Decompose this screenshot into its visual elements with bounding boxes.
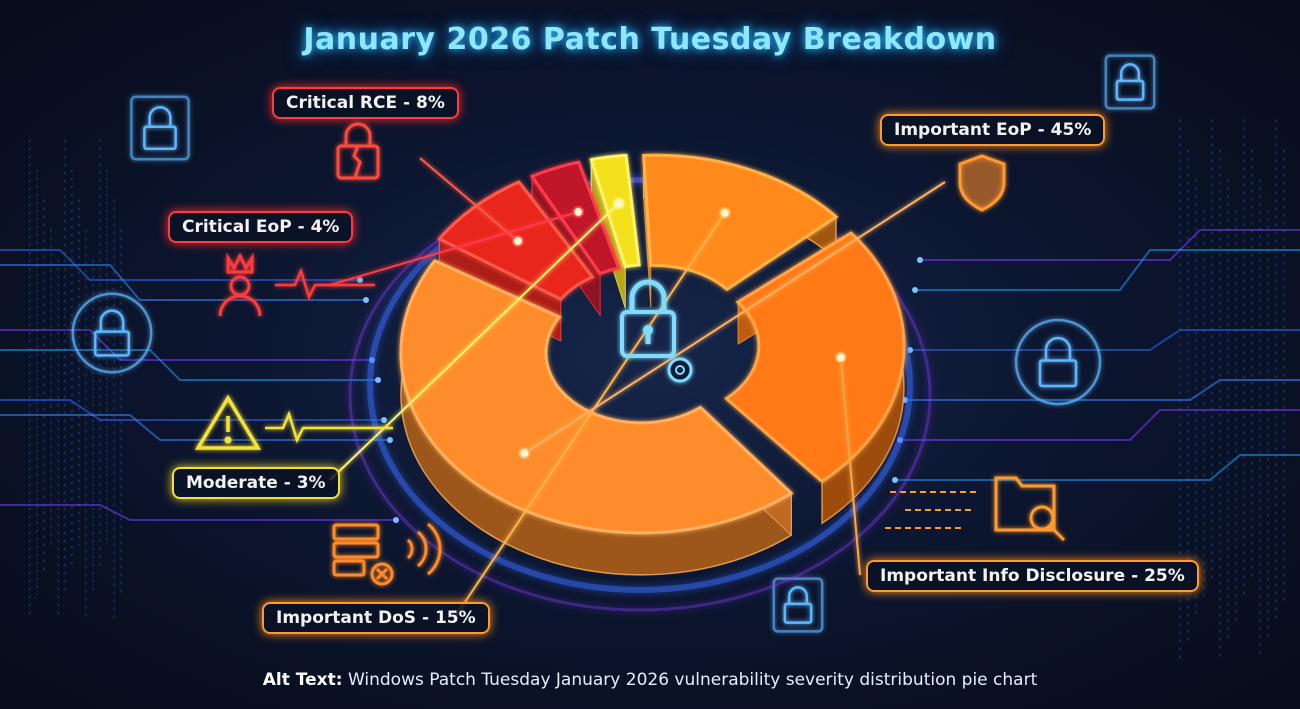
alt-text-caption: Alt Text: Windows Patch Tuesday January … xyxy=(0,670,1300,690)
circuit-node xyxy=(357,277,363,283)
crowned-user-icon xyxy=(218,252,262,317)
leader-dot-critical-rce xyxy=(511,235,524,248)
leader-line-moderate xyxy=(329,202,620,481)
alt-text-prefix: Alt Text: xyxy=(262,670,343,690)
leader-line-important-dos xyxy=(454,212,726,618)
circuit-trace xyxy=(894,454,1300,481)
circuit-trace xyxy=(0,329,373,361)
slice-important-eop xyxy=(399,258,794,535)
circuit-trace xyxy=(0,504,397,521)
leader-dot-important-info-disclosure xyxy=(834,351,847,364)
lock-icon xyxy=(1014,318,1102,406)
lock-gear-icon xyxy=(620,279,693,383)
warning-triangle-icon xyxy=(194,394,262,450)
label-critical-eop: Critical EoP - 4% xyxy=(168,211,354,243)
pulse-line xyxy=(265,410,393,444)
circuit-node xyxy=(387,437,393,443)
circuit-trace xyxy=(914,249,1300,291)
leader-dot-important-eop xyxy=(518,447,531,460)
chart-title: January 2026 Patch Tuesday Breakdown xyxy=(303,22,997,57)
lock-icon xyxy=(71,292,153,374)
base-ring-purple xyxy=(348,178,932,612)
leader-dot-critical-eop xyxy=(572,205,585,218)
label-critical-rce: Critical RCE - 8% xyxy=(272,87,459,119)
lock-icon xyxy=(130,95,190,161)
pulse-line xyxy=(275,267,375,301)
circuit-trace xyxy=(909,329,1300,351)
circuit-trace xyxy=(0,414,391,441)
circuit-trace xyxy=(904,379,1300,401)
leader-line-critical-rce xyxy=(419,157,519,242)
circuit-node xyxy=(393,517,399,523)
label-important-info-disclosure: Important Info Disclosure - 25% xyxy=(866,560,1199,592)
lock-icon xyxy=(1104,54,1156,110)
circuit-trace xyxy=(0,349,379,381)
label-important-eop: Important EoP - 45% xyxy=(880,114,1106,146)
shield-icon xyxy=(958,154,1006,212)
circuit-trace xyxy=(899,409,1300,441)
folder-search-icon xyxy=(994,476,1066,542)
leader-line-important-eop xyxy=(523,181,946,455)
label-important-dos: Important DoS - 15% xyxy=(262,602,490,634)
alt-text-body: Windows Patch Tuesday January 2026 vulne… xyxy=(347,670,1038,690)
leader-line-important-info-disclosure xyxy=(839,357,861,576)
broken-lock-icon xyxy=(336,122,380,180)
label-moderate: Moderate - 3% xyxy=(172,467,340,499)
lock-icon xyxy=(772,577,824,633)
slice-moderate xyxy=(589,153,641,269)
circuit-node xyxy=(381,417,387,423)
leader-line-critical-eop xyxy=(329,210,579,286)
circuit-node xyxy=(912,287,918,293)
circuit-node xyxy=(892,477,898,483)
server-error-icon xyxy=(332,522,442,586)
circuit-trace xyxy=(919,229,1300,261)
leader-dot-important-dos xyxy=(718,206,731,219)
circuit-node xyxy=(375,377,381,383)
slice-critical-eop xyxy=(529,160,621,276)
circuit-node xyxy=(363,297,369,303)
circuit-node xyxy=(917,257,923,263)
leader-dot-moderate xyxy=(612,197,625,210)
data-stream xyxy=(885,491,980,529)
